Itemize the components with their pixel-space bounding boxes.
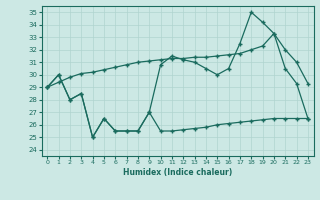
X-axis label: Humidex (Indice chaleur): Humidex (Indice chaleur)	[123, 168, 232, 177]
